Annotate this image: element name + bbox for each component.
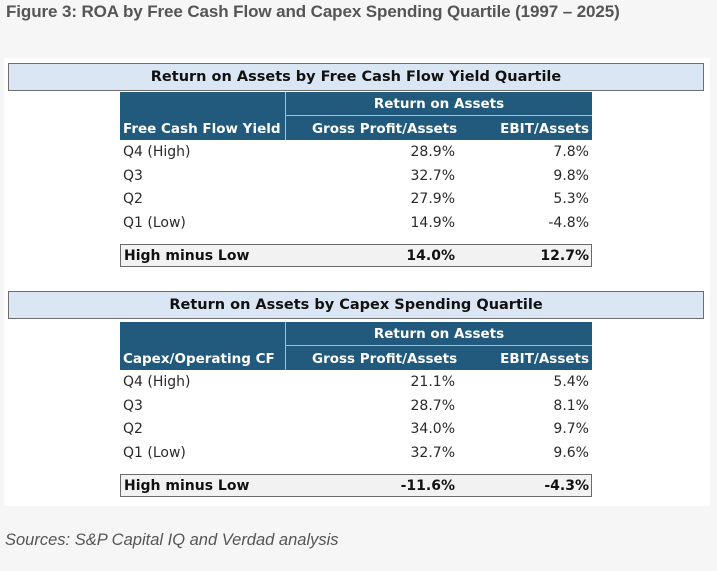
column-header-ebit-assets: EBIT/Assets: [500, 351, 589, 367]
total-label: High minus Low: [124, 478, 250, 494]
gross-profit-assets-value: 27.9%: [410, 191, 455, 207]
total-label: High minus Low: [124, 248, 250, 264]
table-row: Q4 (High) 28.9% 7.8%: [120, 140, 592, 164]
total-gross-profit-assets: -11.6%: [400, 478, 455, 494]
ebit-assets-value: 9.7%: [553, 421, 589, 437]
total-ebit-assets: -4.3%: [544, 478, 589, 494]
gross-profit-assets-value: 32.7%: [410, 444, 455, 461]
gross-profit-assets-value: 32.7%: [410, 167, 455, 184]
capex-table-banner: Return on Assets by Capex Spending Quart…: [8, 291, 704, 319]
gross-profit-assets-value: 14.9%: [410, 214, 455, 231]
group-header-roa: Return on Assets: [286, 92, 592, 116]
table-row: Q1 (Low) 14.9% -4.8%: [120, 211, 592, 235]
ebit-assets-value: 9.6%: [553, 444, 589, 461]
column-header-ebit-assets: EBIT/Assets: [500, 121, 589, 137]
group-header-roa: Return on Assets: [286, 322, 592, 346]
column-header-gross-profit-assets: Gross Profit/Assets: [312, 351, 458, 367]
table-row: Q1 (Low) 32.7% 9.6%: [120, 441, 592, 465]
ebit-assets-value: 7.8%: [553, 144, 589, 160]
row-label: Q2: [123, 421, 143, 437]
column-header-capex-operating-cf: Capex/Operating CF: [123, 351, 275, 367]
table-row: Q4 (High) 21.1% 5.4%: [120, 370, 592, 394]
table-row: Q3 28.7% 8.1%: [120, 394, 592, 418]
row-label: Q3: [123, 397, 143, 414]
row-label: Q4 (High): [123, 374, 191, 390]
capex-table: Capex/Operating CF Return on Assets Gros…: [120, 322, 592, 497]
ebit-assets-value: 5.3%: [553, 191, 589, 207]
column-header-gross-profit-assets: Gross Profit/Assets: [312, 121, 458, 137]
sources-note: Sources: S&P Capital IQ and Verdad analy…: [5, 531, 339, 549]
figure-title: Figure 3: ROA by Free Cash Flow and Cape…: [6, 2, 620, 21]
total-gross-profit-assets: 14.0%: [406, 248, 455, 264]
table-header: Free Cash Flow Yield Return on Assets Gr…: [120, 92, 592, 140]
total-row: High minus Low -11.6% -4.3%: [120, 474, 592, 497]
gross-profit-assets-value: 28.7%: [410, 397, 455, 414]
row-label: Q3: [123, 167, 143, 184]
row-label: Q4 (High): [123, 144, 191, 160]
column-header-fcf-yield: Free Cash Flow Yield: [123, 121, 281, 137]
row-label: Q1 (Low): [123, 444, 186, 461]
ebit-assets-value: -4.8%: [548, 214, 589, 231]
total-row: High minus Low 14.0% 12.7%: [120, 244, 592, 267]
row-label: Q2: [123, 191, 143, 207]
table-row: Q2 34.0% 9.7%: [120, 417, 592, 441]
gross-profit-assets-value: 21.1%: [410, 374, 455, 390]
table-row: Q3 32.7% 9.8%: [120, 164, 592, 188]
ebit-assets-value: 8.1%: [553, 397, 589, 414]
table-row: Q2 27.9% 5.3%: [120, 187, 592, 211]
fcf-table: Free Cash Flow Yield Return on Assets Gr…: [120, 92, 592, 267]
ebit-assets-value: 9.8%: [553, 167, 589, 184]
total-ebit-assets: 12.7%: [540, 248, 589, 264]
ebit-assets-value: 5.4%: [553, 374, 589, 390]
fcf-table-banner: Return on Assets by Free Cash Flow Yield…: [8, 63, 704, 91]
table-header: Capex/Operating CF Return on Assets Gros…: [120, 322, 592, 370]
row-label: Q1 (Low): [123, 214, 186, 231]
gross-profit-assets-value: 34.0%: [410, 421, 455, 437]
gross-profit-assets-value: 28.9%: [410, 144, 455, 160]
